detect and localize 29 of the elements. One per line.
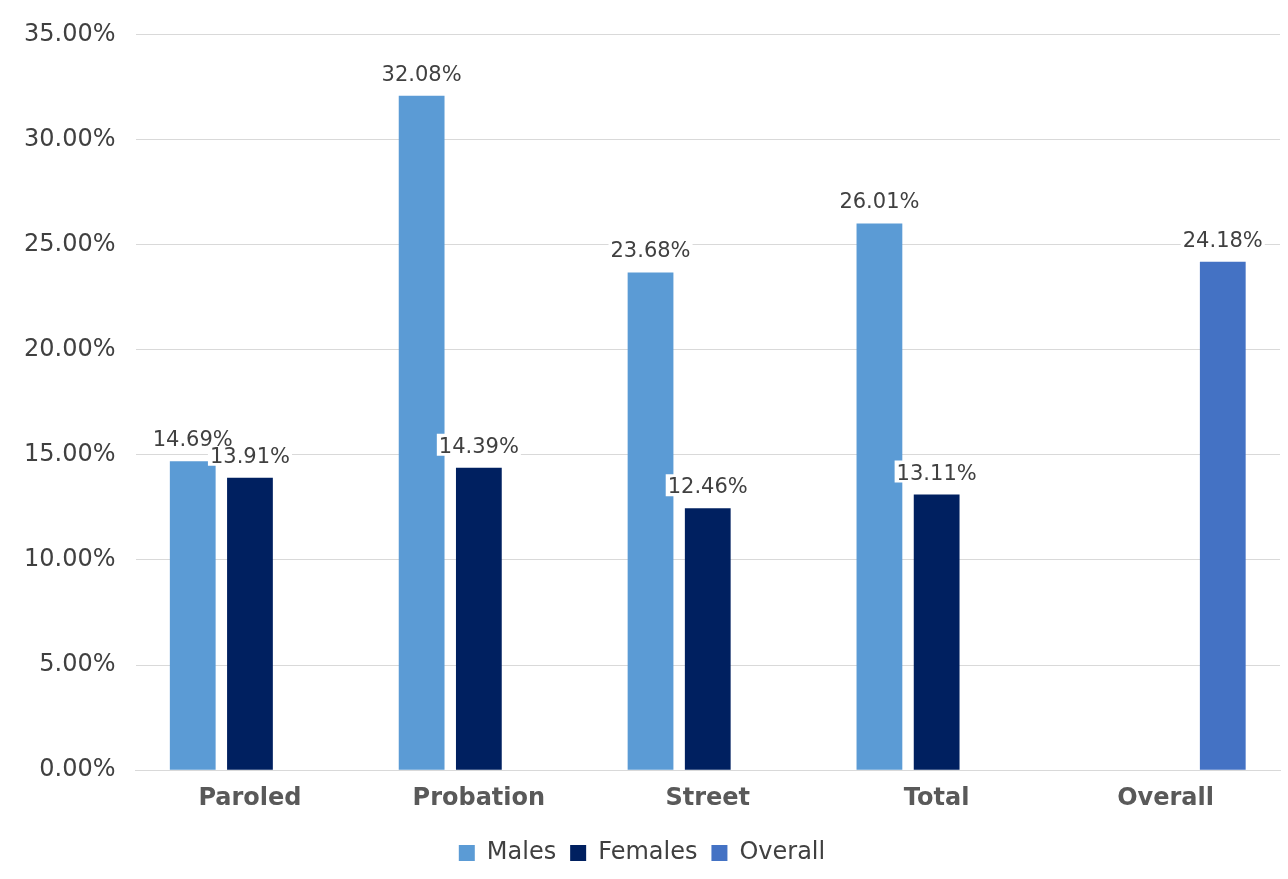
bar	[913, 494, 960, 770]
legend-label: Females	[598, 837, 698, 866]
y-tick-label: 20.00%	[24, 333, 116, 362]
data-label: 14.39%	[438, 433, 519, 458]
y-tick-label: 15.00%	[24, 439, 116, 468]
data-label: 26.01%	[839, 189, 920, 214]
y-tick-label: 35.00%	[24, 18, 116, 47]
legend-label: Males	[486, 837, 557, 866]
x-tick-label: Total	[903, 782, 970, 811]
y-tick-label: 30.00%	[24, 123, 116, 152]
x-tick-label: Paroled	[198, 782, 302, 811]
x-tick-label: Probation	[412, 782, 546, 811]
bar	[1199, 261, 1246, 770]
bar	[684, 508, 731, 770]
legend-label: Overall	[739, 837, 826, 866]
bar	[455, 467, 502, 770]
bar	[169, 461, 216, 770]
bar	[227, 477, 273, 770]
y-tick-label: 5.00%	[39, 649, 116, 678]
y-tick-label: 0.00%	[39, 754, 116, 783]
x-tick-label: Street	[665, 782, 751, 811]
data-label: 23.68%	[610, 238, 691, 263]
x-tick-label: Overall	[1117, 782, 1214, 811]
data-label: 24.18%	[1182, 227, 1263, 252]
y-tick-label: 25.00%	[24, 228, 116, 257]
data-label: 32.08%	[381, 61, 462, 86]
data-label: 12.46%	[667, 474, 748, 499]
y-tick-label: 10.00%	[24, 544, 116, 573]
data-label: 13.11%	[896, 460, 977, 485]
